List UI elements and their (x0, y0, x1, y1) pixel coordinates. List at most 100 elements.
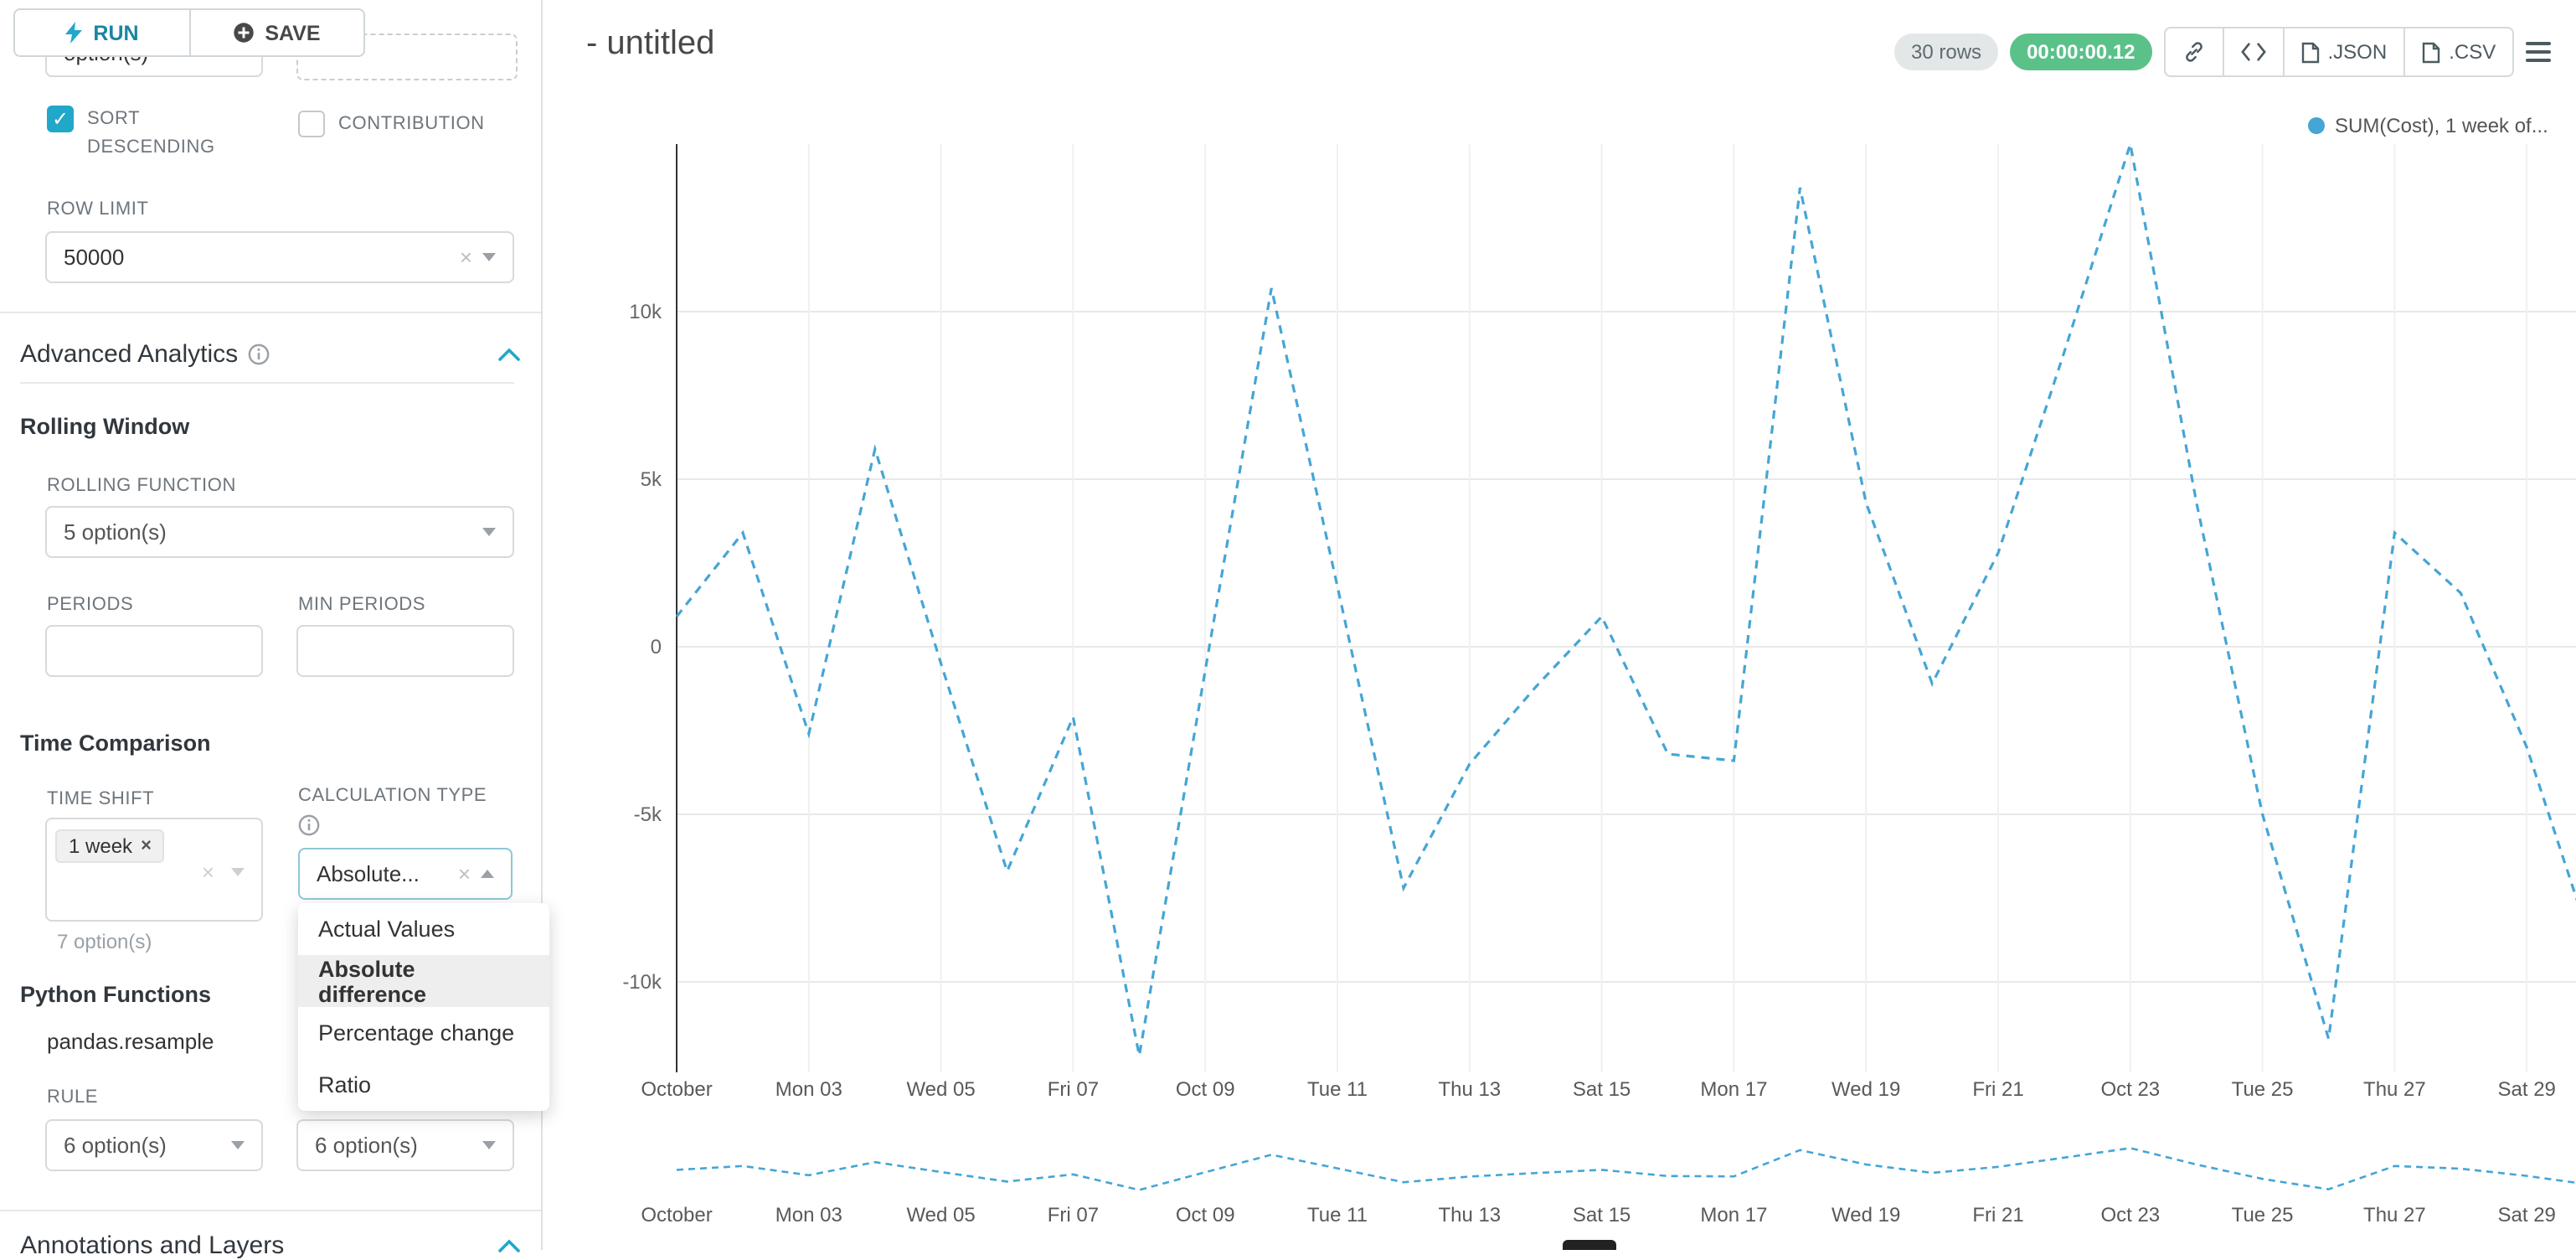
svg-text:Tue 11: Tue 11 (1307, 1078, 1368, 1101)
file-icon (2301, 41, 2319, 63)
annotations-header[interactable]: Annotations and Layers (20, 1232, 521, 1260)
contribution-control: CONTRIBUTION (298, 111, 485, 137)
svg-text:Wed 05: Wed 05 (906, 1204, 975, 1226)
svg-text:10k: 10k (629, 301, 662, 323)
link-icon (2185, 42, 2202, 62)
advanced-analytics-title: Advanced Analytics (20, 340, 239, 369)
download-json-button[interactable]: .JSON (2285, 28, 2404, 75)
svg-text:Tue 25: Tue 25 (2232, 1204, 2294, 1226)
calculation-type-label: CALCULATION TYPE (298, 786, 487, 806)
menu-item-absolute-difference[interactable]: Absolute difference (298, 955, 549, 1007)
run-button-label: RUN (93, 21, 139, 44)
download-csv-button[interactable]: .CSV (2405, 28, 2512, 75)
section-divider (0, 312, 541, 313)
advanced-analytics-header[interactable]: Advanced Analytics (20, 340, 521, 369)
file-icon (2422, 41, 2440, 63)
annotations-title: Annotations and Layers (20, 1232, 285, 1260)
time-shift-tag[interactable]: 1 week × (55, 829, 165, 863)
clear-x-icon[interactable]: × (457, 861, 471, 886)
periods-label: PERIODS (47, 595, 134, 615)
run-save-toolbar: RUN SAVE (13, 8, 365, 57)
resample-method-select[interactable]: 6 option(s) (296, 1119, 514, 1171)
panel-divider (541, 0, 543, 1250)
svg-text:-10k: -10k (622, 971, 662, 994)
caret-down-icon (482, 1141, 496, 1149)
json-button-label: .JSON (2327, 40, 2388, 64)
tooltip-fragment (1563, 1240, 1616, 1250)
python-functions-subtitle: pandas.resample (47, 1029, 214, 1054)
clear-x-icon[interactable]: × (201, 860, 214, 885)
periods-input[interactable] (45, 625, 263, 677)
svg-text:Mon 03: Mon 03 (775, 1204, 842, 1226)
csv-button-label: .CSV (2449, 40, 2496, 64)
rows-badge: 30 rows (1894, 34, 1999, 70)
tag-remove-icon[interactable]: × (141, 836, 152, 856)
caret-up-icon (481, 870, 494, 878)
line-chart: 10k 5k 0 -5k -10k October October Mon 03 Mon 03 W… (622, 143, 2576, 1226)
resample-method-value: 6 option(s) (315, 1133, 418, 1158)
caret-down-icon (231, 1141, 245, 1149)
sort-descending-checkbox[interactable]: ✓ (47, 106, 74, 132)
control-panel: option(s) RUN SAVE ✓ SORT DESCENDING CON… (0, 0, 549, 1260)
sort-descending-control: ✓ SORT DESCENDING (47, 106, 281, 163)
contribution-label: CONTRIBUTION (338, 114, 485, 134)
svg-text:Wed 05: Wed 05 (906, 1078, 975, 1101)
header-underline (20, 382, 514, 384)
row-limit-value: 50000 (64, 245, 125, 270)
svg-text:Fri 07: Fri 07 (1048, 1078, 1099, 1101)
rolling-function-select[interactable]: 5 option(s) (45, 506, 514, 558)
svg-text:5k: 5k (641, 468, 662, 491)
info-circle-icon (298, 814, 320, 836)
svg-text:Tue 11: Tue 11 (1307, 1204, 1368, 1226)
embed-code-button[interactable] (2224, 28, 2283, 75)
svg-text:-5k: -5k (634, 803, 662, 826)
hamburger-menu-icon[interactable] (2526, 27, 2556, 77)
svg-text:Wed 19: Wed 19 (1832, 1204, 1900, 1226)
run-button[interactable]: RUN (15, 10, 188, 55)
svg-text:Mon 17: Mon 17 (1700, 1204, 1767, 1226)
calculation-type-dropdown: Actual Values Absolute difference Percen… (298, 903, 549, 1111)
copy-link-button[interactable] (2166, 28, 2223, 75)
menu-item-actual-values[interactable]: Actual Values (298, 903, 549, 955)
menu-item-percentage-change[interactable]: Percentage change (298, 1007, 549, 1059)
chart-legend-item[interactable]: SUM(Cost), 1 week of... (2308, 114, 2548, 137)
svg-text:Oct 09: Oct 09 (1176, 1078, 1235, 1101)
svg-text:Oct 23: Oct 23 (2100, 1078, 2160, 1101)
rolling-function-value: 5 option(s) (64, 519, 167, 545)
svg-text:Thu 13: Thu 13 (1438, 1204, 1501, 1226)
time-shift-tag-label: 1 week (69, 834, 133, 858)
row-limit-select[interactable]: 50000 × (45, 231, 514, 283)
svg-text:Thu 27: Thu 27 (2363, 1078, 2426, 1101)
svg-text:0: 0 (651, 636, 662, 658)
menu-item-ratio[interactable]: Ratio (298, 1059, 549, 1111)
chevron-up-icon[interactable] (497, 1238, 521, 1253)
time-shift-select[interactable]: 1 week × × (45, 818, 263, 922)
rule-value: 6 option(s) (64, 1133, 167, 1158)
caret-down-icon (482, 253, 496, 261)
time-shift-label: TIME SHIFT (47, 789, 155, 809)
svg-text:Fri 07: Fri 07 (1048, 1204, 1099, 1226)
svg-text:Sat 29: Sat 29 (2498, 1204, 2556, 1226)
chevron-up-icon[interactable] (497, 347, 521, 362)
contribution-checkbox[interactable] (298, 111, 325, 137)
svg-text:Wed 19: Wed 19 (1832, 1078, 1900, 1101)
legend-label: SUM(Cost), 1 week of... (2335, 114, 2548, 137)
svg-text:Oct 09: Oct 09 (1176, 1204, 1235, 1226)
calculation-type-select[interactable]: Absolute... × (298, 848, 513, 900)
rule-label: RULE (47, 1087, 99, 1108)
page-title: - untitled (586, 25, 715, 62)
save-button[interactable]: SAVE (190, 10, 363, 55)
lightning-bolt-icon (64, 22, 82, 44)
min-periods-input[interactable] (296, 625, 514, 677)
svg-text:Fri 21: Fri 21 (1972, 1204, 2023, 1226)
info-circle-icon (248, 343, 270, 365)
time-comparison-title: Time Comparison (20, 731, 211, 756)
cropped-dashed-select[interactable] (296, 34, 518, 80)
svg-text:Sat 15: Sat 15 (1573, 1078, 1631, 1101)
min-periods-label: MIN PERIODS (298, 595, 426, 615)
save-disk-icon (234, 23, 255, 43)
save-button-label: SAVE (265, 21, 321, 44)
rule-select[interactable]: 6 option(s) (45, 1119, 263, 1171)
svg-text:Fri 21: Fri 21 (1972, 1078, 2023, 1101)
clear-x-icon[interactable]: × (459, 245, 472, 270)
